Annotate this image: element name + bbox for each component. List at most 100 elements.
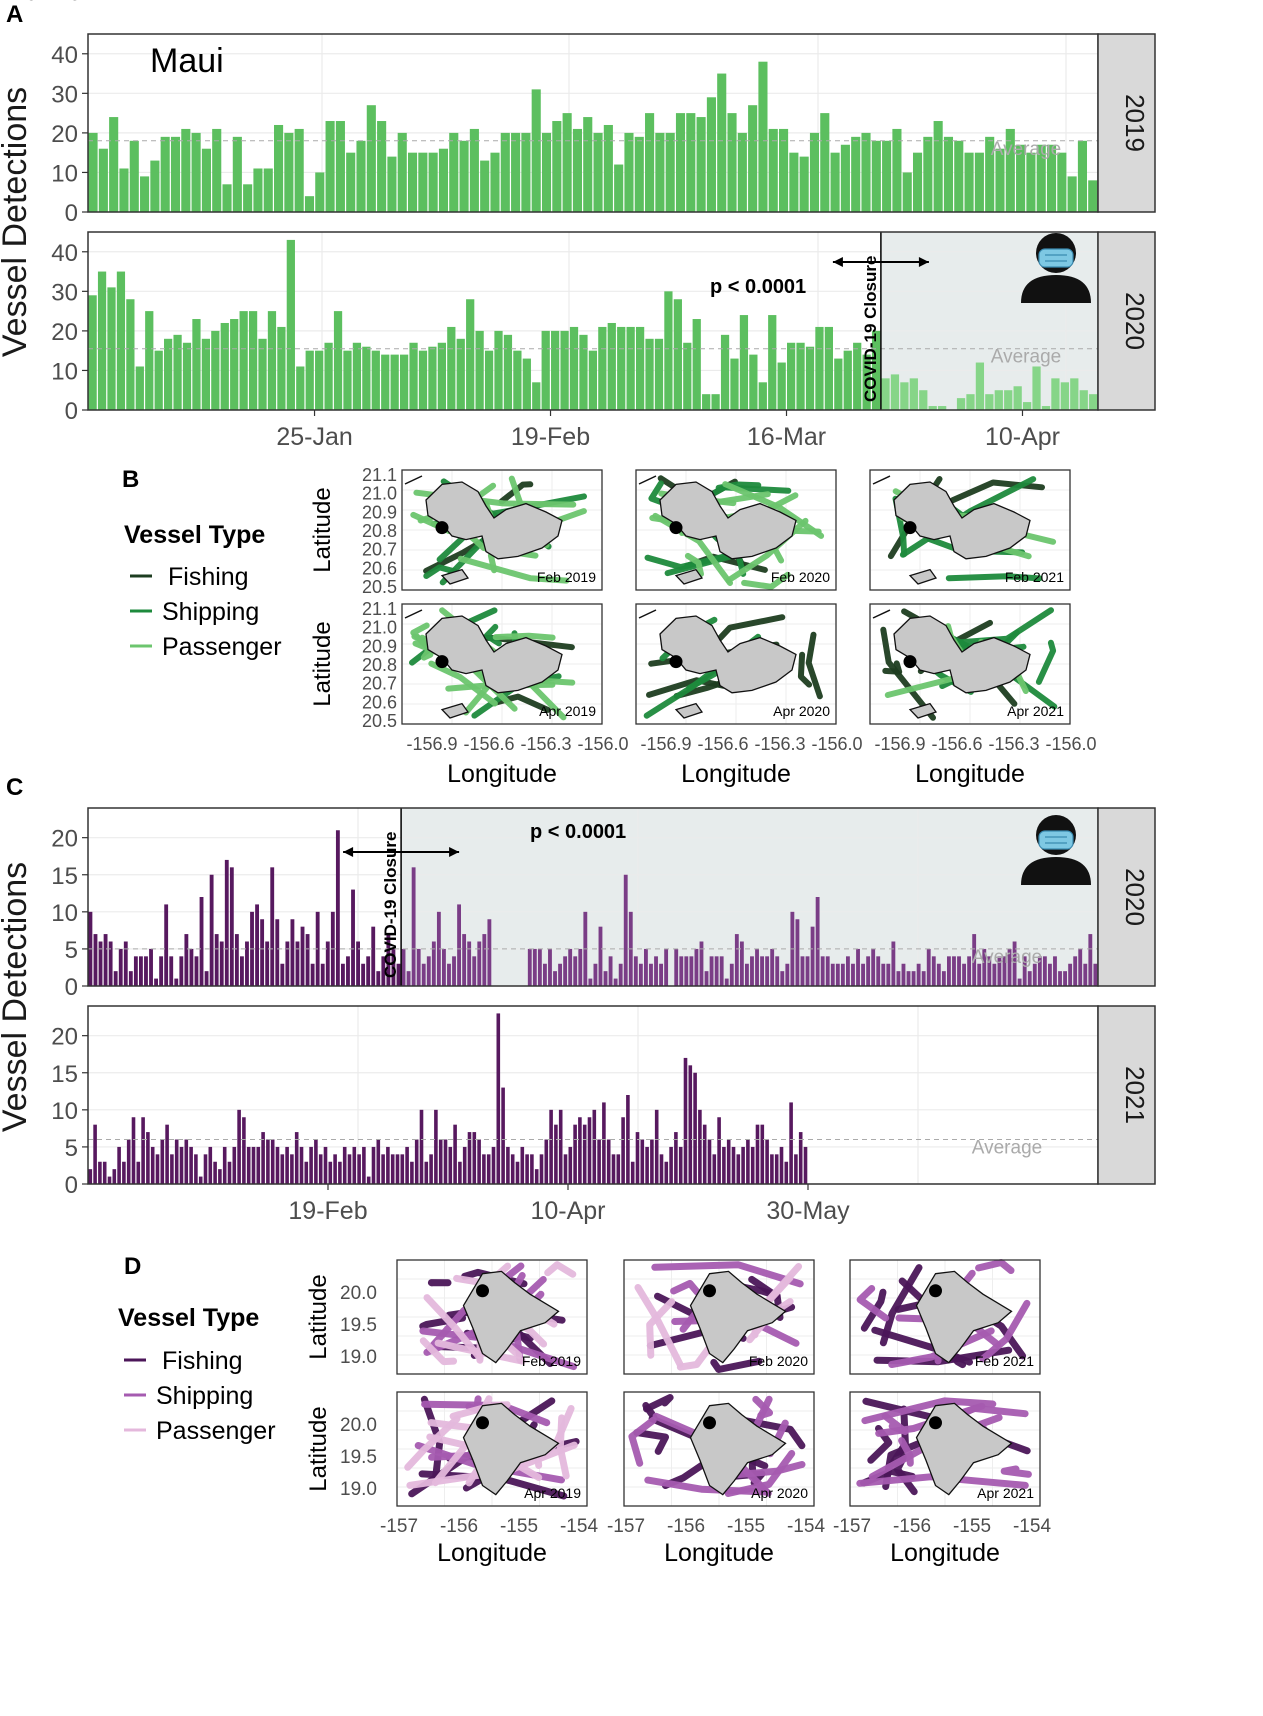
bar	[305, 934, 310, 986]
map-frame	[635, 469, 837, 591]
bar	[487, 919, 492, 986]
panel-title: Maui	[150, 42, 224, 80]
bar	[861, 132, 871, 212]
map-frame	[401, 469, 603, 591]
bar	[645, 113, 655, 212]
bar	[994, 390, 1003, 410]
bar	[745, 963, 749, 986]
face-mask	[1038, 830, 1074, 850]
bar	[626, 326, 635, 410]
y-tick-label: 5	[65, 937, 78, 964]
bar	[211, 330, 220, 410]
latitude-axis-title: Latitude	[305, 1406, 332, 1491]
map-label: Apr 2020	[751, 1485, 808, 1501]
bar	[825, 956, 830, 986]
bar	[530, 1154, 534, 1184]
legend-label: Shipping	[162, 598, 259, 626]
bar	[714, 956, 719, 986]
bar	[494, 330, 503, 410]
bar	[248, 311, 258, 410]
bar	[304, 196, 315, 212]
bar	[678, 1146, 683, 1184]
bar	[608, 956, 613, 986]
bar	[352, 342, 362, 410]
bar	[199, 897, 204, 986]
bar	[688, 1065, 693, 1184]
bar	[987, 956, 992, 986]
vessel-track	[714, 614, 786, 644]
bar	[318, 1154, 323, 1184]
bar	[692, 319, 701, 410]
island-shape	[440, 702, 470, 719]
facet-strip	[1097, 33, 1156, 213]
closure-label: COVID-19 Closure	[381, 832, 400, 978]
bar	[621, 1117, 625, 1184]
island-outline-fragment	[404, 609, 423, 619]
latitude-tick-label: 20.9	[362, 636, 397, 656]
bar	[706, 97, 716, 212]
bar	[174, 978, 179, 986]
bar	[407, 152, 418, 212]
bar	[598, 926, 603, 986]
bar	[366, 105, 376, 212]
bar	[573, 1124, 577, 1184]
bar	[381, 1154, 385, 1184]
bar	[457, 904, 461, 986]
bar	[583, 117, 593, 212]
map-frame	[635, 603, 837, 725]
bar	[266, 1139, 270, 1184]
facet-strip-label: 2019	[1120, 94, 1150, 152]
bar	[469, 128, 479, 212]
bar	[515, 1161, 520, 1184]
bar	[1016, 144, 1026, 212]
bar	[659, 963, 663, 986]
bar	[201, 148, 211, 212]
bar	[338, 1161, 342, 1184]
bar	[97, 271, 107, 410]
legend-label: Passenger	[162, 633, 282, 661]
bar	[117, 1146, 121, 1184]
bar	[1022, 402, 1032, 410]
bar	[280, 1154, 285, 1184]
bar	[851, 136, 861, 212]
y-tick-label: 10	[51, 160, 78, 187]
bar	[88, 1169, 93, 1184]
bar	[851, 963, 855, 986]
bar	[1063, 971, 1067, 986]
bar	[554, 1124, 558, 1184]
person-body	[1021, 857, 1091, 885]
bar	[664, 1161, 669, 1184]
bar	[428, 152, 438, 212]
bar	[902, 172, 912, 212]
bar	[689, 956, 694, 986]
bar	[467, 1132, 472, 1184]
bar	[645, 1146, 649, 1184]
bar	[386, 934, 391, 986]
bar	[1093, 963, 1098, 986]
bar	[881, 963, 886, 986]
bar	[843, 350, 852, 410]
bar	[426, 956, 431, 986]
bar	[861, 963, 865, 986]
bar	[563, 956, 568, 986]
bar	[774, 1154, 779, 1184]
bar	[150, 160, 160, 212]
bar	[871, 330, 881, 410]
bar	[371, 926, 376, 986]
bar	[638, 963, 643, 986]
bar	[431, 941, 436, 986]
bar	[760, 1124, 765, 1184]
bar	[391, 948, 396, 986]
vessel-track	[670, 1279, 701, 1296]
bar	[135, 366, 144, 410]
bar	[748, 105, 758, 212]
bar	[447, 963, 451, 986]
bar	[103, 934, 108, 986]
map-label: Feb 2021	[1005, 569, 1064, 585]
bar	[477, 1139, 481, 1184]
arrow-head-right	[449, 847, 460, 857]
bar	[755, 1124, 760, 1184]
bar	[290, 919, 295, 986]
vessel-track	[881, 1412, 909, 1435]
